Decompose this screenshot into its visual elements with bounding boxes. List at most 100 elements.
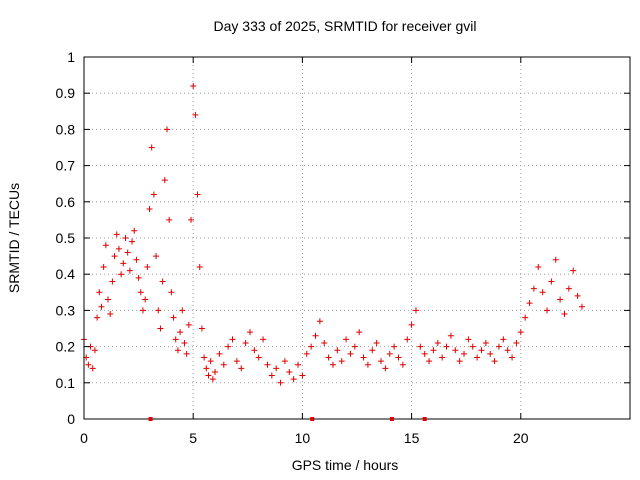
data-point xyxy=(526,300,533,307)
data-point xyxy=(286,368,293,375)
y-tick-label: 0.9 xyxy=(56,85,76,101)
data-point xyxy=(430,347,437,354)
data-point xyxy=(185,321,192,328)
data-point xyxy=(574,292,581,299)
data-point xyxy=(443,343,450,350)
data-point xyxy=(100,263,107,270)
data-point xyxy=(163,126,170,133)
data-point xyxy=(192,111,199,118)
data-point xyxy=(539,289,546,296)
data-point xyxy=(155,307,162,314)
y-tick-label: 0.5 xyxy=(56,230,76,246)
data-point xyxy=(212,368,219,375)
data-point xyxy=(190,82,197,89)
data-point xyxy=(474,354,481,361)
y-tick-label: 0.7 xyxy=(56,158,76,174)
data-point xyxy=(181,339,188,346)
data-point xyxy=(137,289,144,296)
x-tick-label: 0 xyxy=(80,430,88,446)
data-point xyxy=(273,365,280,372)
data-point xyxy=(504,347,511,354)
data-point xyxy=(196,263,203,270)
data-point xyxy=(172,336,179,343)
data-point xyxy=(343,336,350,343)
data-point xyxy=(491,358,498,365)
chart-title: Day 333 of 2025, SRMTID for receiver gvi… xyxy=(214,18,477,34)
axis-marker xyxy=(310,417,315,421)
data-point xyxy=(251,347,258,354)
data-point xyxy=(166,216,173,223)
data-point xyxy=(246,329,253,336)
data-point xyxy=(461,350,468,357)
data-point xyxy=(264,361,271,368)
y-tick-label: 0.2 xyxy=(56,339,76,355)
data-point xyxy=(85,361,92,368)
y-tick-label: 0.3 xyxy=(56,302,76,318)
data-point xyxy=(500,336,507,343)
data-point xyxy=(325,354,332,361)
data-point xyxy=(312,332,319,339)
data-point xyxy=(135,274,142,281)
data-point xyxy=(487,350,494,357)
data-point xyxy=(131,227,138,234)
y-axis-label: SRMTID / TECUs xyxy=(6,183,22,293)
data-point xyxy=(115,245,122,252)
data-point xyxy=(201,354,208,361)
data-point xyxy=(412,307,419,314)
data-point xyxy=(452,347,459,354)
data-point xyxy=(509,354,516,361)
x-tick-label: 15 xyxy=(404,430,420,446)
data-point xyxy=(369,347,376,354)
data-point xyxy=(578,303,585,310)
data-point xyxy=(157,325,164,332)
data-point xyxy=(198,325,205,332)
data-point xyxy=(118,271,125,278)
data-point xyxy=(364,361,371,368)
data-point xyxy=(530,285,537,292)
data-point xyxy=(98,303,105,310)
axis-ticks: 00.10.20.30.40.50.60.70.80.910 5 10 15 20 xyxy=(56,49,630,446)
data-point xyxy=(129,238,136,245)
data-point xyxy=(281,358,288,365)
data-point xyxy=(220,361,227,368)
data-point xyxy=(255,354,262,361)
axis-marker xyxy=(389,417,394,421)
data-point xyxy=(122,235,129,241)
data-point xyxy=(126,267,133,274)
data-point xyxy=(268,372,275,379)
data-point xyxy=(316,318,323,325)
data-point xyxy=(290,376,297,383)
x-tick-label: 10 xyxy=(295,430,311,446)
data-point xyxy=(417,343,424,350)
data-point xyxy=(391,343,398,350)
data-point xyxy=(238,365,245,372)
y-tick-label: 0.8 xyxy=(56,121,76,137)
data-point xyxy=(94,314,101,321)
data-point xyxy=(561,311,568,318)
data-point xyxy=(478,347,485,354)
data-point xyxy=(495,343,502,350)
data-point xyxy=(133,256,140,263)
data-point xyxy=(188,216,195,223)
data-point xyxy=(426,358,433,365)
grid xyxy=(84,57,630,419)
data-point xyxy=(216,350,223,357)
data-point xyxy=(303,350,310,357)
y-tick-label: 0.6 xyxy=(56,194,76,210)
data-point xyxy=(404,336,411,343)
data-point xyxy=(177,329,184,336)
data-point xyxy=(434,339,441,346)
data-point xyxy=(170,314,177,321)
data-point xyxy=(439,354,446,361)
x-tick-label: 20 xyxy=(513,430,529,446)
data-point xyxy=(513,339,520,346)
data-point xyxy=(382,365,389,372)
data-point xyxy=(565,285,572,292)
data-point xyxy=(233,358,240,365)
data-point xyxy=(205,372,212,379)
data-point xyxy=(395,354,402,361)
x-axis-markers xyxy=(148,417,427,421)
data-point xyxy=(351,343,358,350)
data-point xyxy=(299,372,306,379)
data-point xyxy=(105,296,112,303)
